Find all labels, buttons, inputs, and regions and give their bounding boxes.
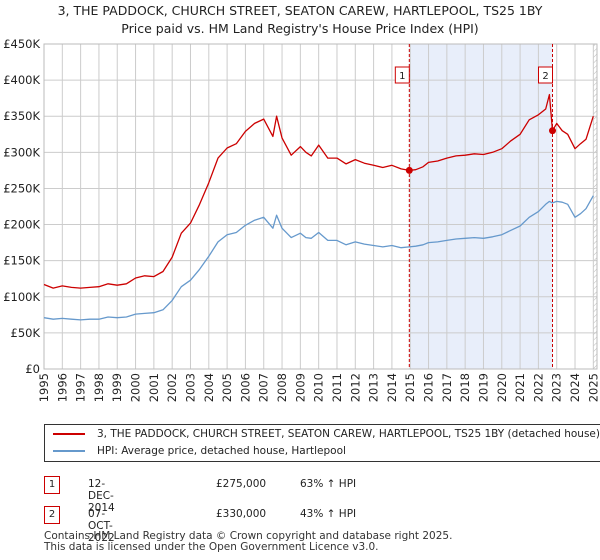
y-tick-label: £300K [3, 145, 40, 159]
legend-swatch-property [53, 433, 85, 435]
plot-frame [43, 43, 598, 370]
sale-hpi-1: 63% ↑ HPI [300, 478, 357, 490]
footer-line-1: Contains HM Land Registry data © Crown c… [44, 530, 453, 542]
hatched-region [593, 44, 597, 369]
sale-price-2: £330,000 [216, 508, 267, 520]
footer-line-2: This data is licensed under the Open Gov… [44, 541, 379, 553]
x-tick-label: 2017 [440, 373, 454, 402]
footer: Contains HM Land Registry data © Crown c… [44, 531, 452, 553]
sale-marker-1: 1 [44, 476, 60, 494]
price-chart: £0 £50K £100K £150K £200K £250K £300K £350K £400… [3, 37, 600, 402]
sale-marker-2: 2 [44, 506, 60, 524]
y-tick-label: £200K [3, 218, 40, 232]
shaded-range [409, 44, 553, 369]
x-tick-label: 2002 [165, 373, 179, 402]
x-tick-label: 2008 [275, 373, 289, 402]
sale-point-1 [405, 166, 413, 174]
x-tick-label: 2016 [422, 373, 436, 402]
sale-hpi-2: 43% ↑ HPI [300, 508, 357, 520]
hpi-series-line [43, 195, 594, 321]
chart-legend: 3, THE PADDOCK, CHURCH STREET, SEATON CA… [44, 424, 600, 462]
x-tick-label: 2015 [403, 373, 417, 402]
legend-swatch-hpi [53, 450, 85, 452]
x-tick-label: 2004 [202, 373, 216, 402]
x-tick-label: 2018 [458, 373, 472, 402]
x-tick-label: 2013 [367, 373, 381, 402]
x-tick-label: 1998 [92, 373, 106, 402]
x-tick-label: 2005 [220, 373, 234, 402]
x-tick-label: 2024 [568, 373, 582, 402]
chart-title: 3, THE PADDOCK, CHURCH STREET, SEATON CA… [57, 3, 543, 18]
x-tick-label: 1997 [74, 373, 88, 402]
sale-price-1: £275,000 [216, 478, 267, 490]
x-tick-label: 1999 [110, 373, 124, 402]
y-tick-label: £400K [3, 73, 40, 87]
x-tick-label: 2001 [147, 373, 161, 402]
x-tick-label: 1995 [37, 373, 51, 402]
x-tick-label: 2021 [513, 373, 527, 402]
sale-date-1: 12-DEC-2014 [88, 478, 115, 514]
y-tick-label: £250K [3, 181, 40, 195]
chart-subtitle: Price paid vs. HM Land Registry's House … [121, 21, 479, 36]
y-tick-label: £150K [3, 254, 40, 268]
x-tick-label: 2011 [330, 373, 344, 402]
sale-point-2 [549, 127, 557, 135]
y-tick-label: £50K [11, 326, 41, 340]
x-tick-label: 2009 [293, 373, 307, 402]
legend-entry-property: 3, THE PADDOCK, CHURCH STREET, SEATON CA… [53, 428, 600, 444]
x-tick-label: 2022 [531, 373, 545, 402]
x-tick-label: 2025 [586, 373, 600, 402]
y-tick-label: £450K [3, 37, 40, 51]
x-tick-label: 2010 [312, 373, 326, 402]
y-tick-label: £0 [25, 362, 40, 376]
x-tick-label: 2000 [129, 373, 143, 402]
x-tick-label: 2020 [495, 373, 509, 402]
x-tick-label: 1996 [55, 373, 69, 402]
sale-label-box-2 [538, 66, 554, 84]
x-tick-label: 2019 [476, 373, 490, 402]
x-tick-label: 2007 [257, 373, 271, 402]
y-tick-label: £350K [3, 109, 40, 123]
x-tick-label: 2003 [183, 373, 197, 402]
chart-title-block: 3, THE PADDOCK, CHURCH STREET, SEATON CA… [0, 2, 600, 38]
legend-entry-hpi: HPI: Average price, detached house, Hart… [53, 445, 346, 461]
sale-label-box-1 [394, 66, 410, 84]
sale-label-1: 1 [399, 71, 405, 82]
sale-date-2: 07-OCT-2022 [88, 508, 115, 544]
sale-label-2: 2 [542, 71, 548, 82]
x-tick-label: 2014 [385, 373, 399, 402]
x-tick-label: 2023 [550, 373, 564, 402]
legend-label-property: 3, THE PADDOCK, CHURCH STREET, SEATON CA… [97, 428, 600, 440]
legend-label-hpi: HPI: Average price, detached house, Hart… [97, 445, 346, 457]
y-tick-label: £100K [3, 290, 40, 304]
x-tick-label: 2006 [238, 373, 252, 402]
x-tick-label: 2012 [348, 373, 362, 402]
property-series-line [43, 93, 594, 289]
